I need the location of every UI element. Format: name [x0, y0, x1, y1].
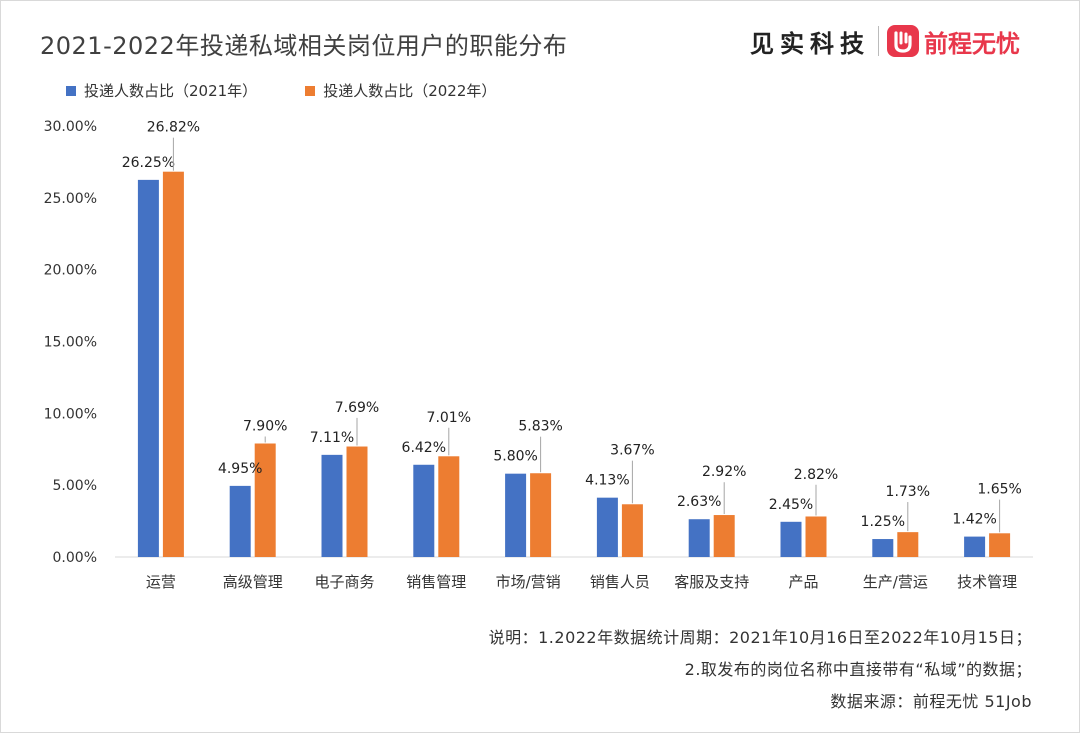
- x-tick-label: 电子商务: [314, 573, 374, 591]
- data-label-2022: 26.82%: [147, 120, 200, 136]
- data-source: 数据来源：前程无忧 51Job: [830, 692, 1032, 711]
- y-tick-label: 0.00%: [53, 550, 97, 566]
- bar-2022: [530, 473, 552, 557]
- y-tick-label: 30.00%: [44, 119, 97, 135]
- x-tick-label: 销售管理: [406, 573, 466, 591]
- logo-divider: [878, 26, 879, 56]
- bar-2022: [162, 171, 184, 557]
- data-label-2021: 26.25%: [122, 155, 175, 171]
- data-label-2022: 2.92%: [702, 464, 746, 480]
- legend-item-2021: 投递人数占比（2021年）: [66, 80, 257, 101]
- data-label-2022: 3.67%: [610, 443, 654, 459]
- data-label-2022: 2.82%: [794, 467, 838, 483]
- bar-2021: [780, 521, 802, 557]
- x-tick-label: 高级管理: [223, 573, 283, 591]
- legend: 投递人数占比（2021年） 投递人数占比（2022年）: [66, 80, 496, 101]
- data-label-2021: 4.95%: [218, 461, 262, 477]
- bar-2022: [346, 446, 368, 557]
- legend-swatch-2022: [305, 85, 316, 96]
- y-tick-label: 15.00%: [44, 335, 97, 351]
- bar-2022: [713, 515, 735, 557]
- data-label-2022: 7.90%: [243, 419, 287, 435]
- bar-2021: [596, 497, 618, 557]
- y-tick-label: 5.00%: [53, 478, 97, 494]
- data-label-2022: 1.65%: [977, 482, 1021, 498]
- note-line-2: 2.取发布的岗位名称中直接带有“私域”的数据；: [684, 660, 1032, 679]
- bar-2022: [621, 504, 643, 557]
- data-label-2022: 1.73%: [886, 484, 930, 500]
- bar-2022: [438, 456, 460, 557]
- legend-label-2021: 投递人数占比（2021年）: [84, 82, 258, 100]
- y-tick-label: 10.00%: [44, 406, 97, 422]
- bar-2021: [688, 519, 710, 557]
- y-tick-label: 20.00%: [44, 263, 97, 279]
- x-tick-label: 市场/营销: [496, 573, 561, 591]
- bar-2021: [413, 464, 435, 557]
- x-tick-label: 产品: [788, 573, 818, 591]
- data-label-2021: 2.45%: [769, 497, 813, 513]
- data-label-2021: 1.42%: [952, 512, 996, 528]
- x-tick-label: 生产/营运: [863, 573, 928, 591]
- data-label-2021: 4.13%: [585, 473, 629, 489]
- data-label-2021: 7.11%: [310, 430, 354, 446]
- data-label-2021: 5.80%: [493, 449, 537, 465]
- jianshi-logo-text: 见实科技: [750, 30, 870, 58]
- data-label-2021: 6.42%: [402, 440, 446, 456]
- bar-2021: [505, 473, 527, 557]
- bar-2021: [229, 485, 251, 557]
- x-tick-label: 运营: [146, 573, 176, 591]
- bar-2021: [964, 536, 986, 557]
- legend-label-2022: 投递人数占比（2022年）: [323, 82, 497, 100]
- jianshi-logo: 见实科技: [750, 24, 870, 59]
- x-tick-label: 技术管理: [957, 573, 1017, 591]
- qiancheng-logo-text: 前程无忧: [924, 30, 1020, 58]
- qiancheng-logo-icon: [887, 25, 919, 57]
- data-label-2022: 7.01%: [427, 410, 471, 426]
- bar-2021: [137, 179, 159, 557]
- data-label-2022: 7.69%: [335, 400, 379, 416]
- note-line-1: 说明：1.2022年数据统计周期：2021年10月16日至2022年10月15日…: [488, 628, 1032, 647]
- bar-2021: [321, 454, 343, 557]
- x-tick-label: 客服及支持: [674, 573, 749, 591]
- data-label-2022: 5.83%: [518, 419, 562, 435]
- y-tick-label: 25.00%: [44, 191, 97, 207]
- legend-item-2022: 投递人数占比（2022年）: [305, 80, 496, 101]
- chart-title: 2021-2022年投递私域相关岗位用户的职能分布: [40, 32, 568, 60]
- data-label-2021: 2.63%: [677, 494, 721, 510]
- bar-2022: [897, 532, 919, 557]
- bar-2022: [805, 516, 827, 557]
- x-tick-label: 销售人员: [590, 573, 650, 591]
- bar-2022: [989, 533, 1011, 557]
- legend-swatch-2021: [66, 85, 76, 96]
- bar-2022: [254, 443, 276, 557]
- data-label-2021: 1.25%: [861, 514, 905, 530]
- bar-2021: [872, 539, 894, 557]
